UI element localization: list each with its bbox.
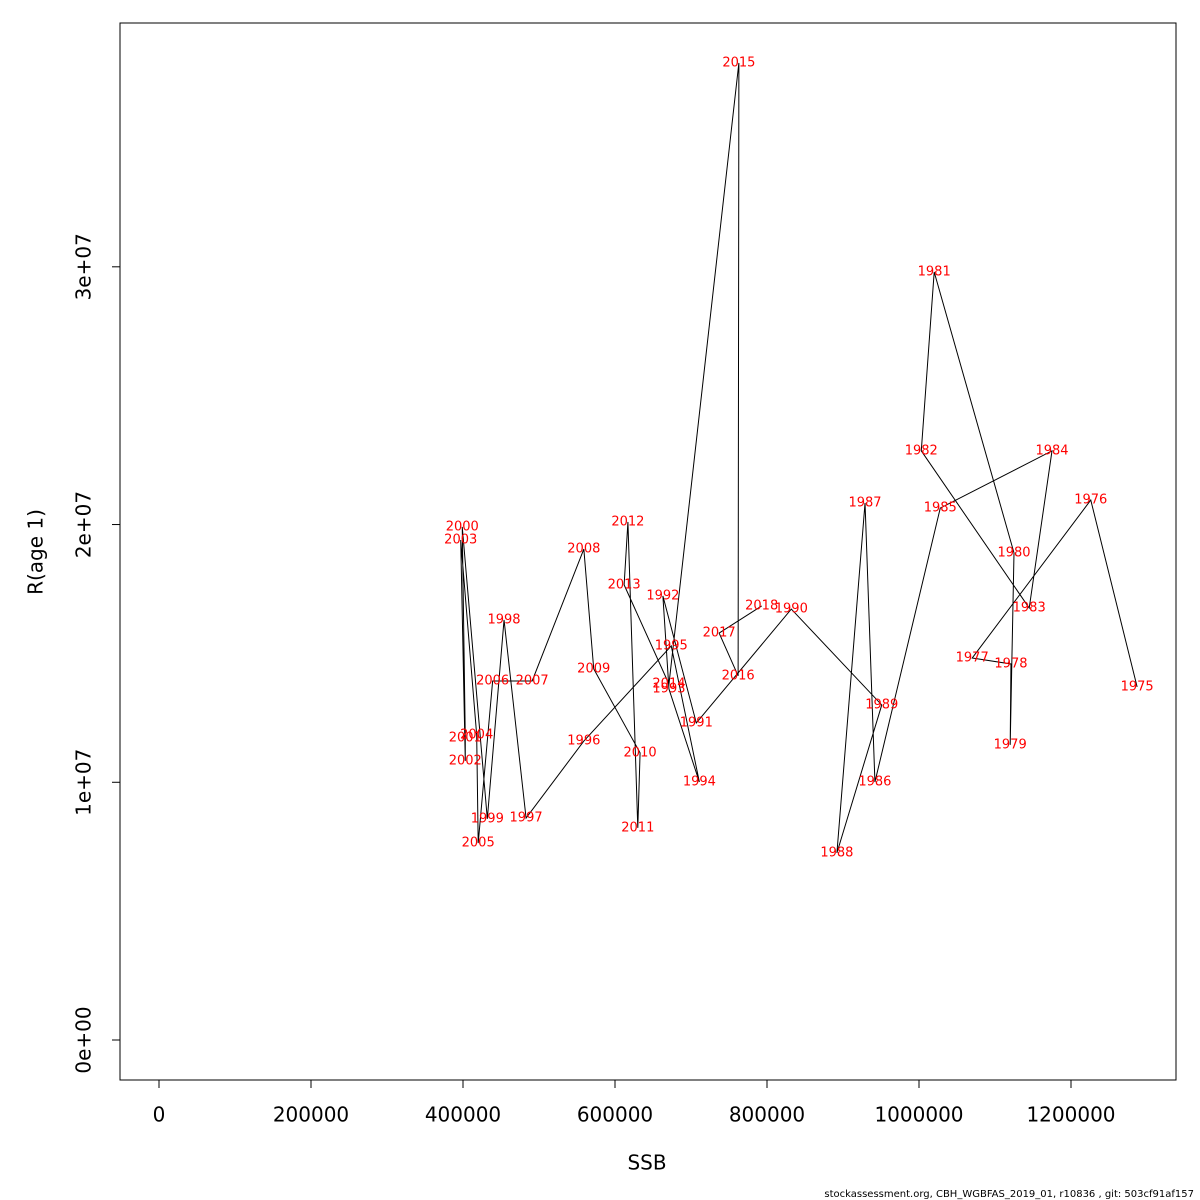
- point-label: 2015: [722, 55, 755, 70]
- point-label: 1978: [994, 656, 1027, 671]
- x-tick-label: 1000000: [874, 1103, 963, 1127]
- point-label: 2009: [577, 661, 610, 676]
- point-label: 1997: [510, 811, 543, 826]
- point-label: 2006: [476, 673, 509, 688]
- point-label: 1999: [471, 811, 504, 826]
- point-label: 2003: [444, 533, 477, 548]
- point-label: 2008: [567, 542, 600, 557]
- point-label: 1993: [652, 681, 685, 696]
- point-label: 2017: [703, 626, 736, 641]
- x-tick-label: 600000: [577, 1103, 653, 1127]
- y-tick-label: 3e+07: [72, 233, 96, 300]
- point-label: 1996: [567, 734, 600, 749]
- y-tick-label: 0e+00: [72, 1006, 96, 1073]
- x-tick-label: 1200000: [1026, 1103, 1115, 1127]
- point-label: 1998: [487, 612, 520, 627]
- point-label: 1991: [680, 715, 713, 730]
- point-label: 1995: [655, 638, 688, 653]
- y-tick-label: 1e+07: [72, 749, 96, 816]
- plot-frame: [119, 22, 1177, 1081]
- point-label: 1989: [865, 697, 898, 712]
- point-label: 2005: [462, 836, 495, 851]
- point-label: 1994: [683, 775, 716, 790]
- footer: stockassessment.org, CBH_WGBFAS_2019_01,…: [824, 1189, 1194, 1200]
- point-label: 1985: [924, 501, 957, 516]
- point-label: 2007: [516, 673, 549, 688]
- point-label: 1980: [997, 545, 1030, 560]
- x-tick-label: 200000: [273, 1103, 349, 1127]
- point-label: 1987: [848, 495, 881, 510]
- point-label: 1986: [858, 775, 891, 790]
- x-tick-label: 0: [153, 1103, 166, 1127]
- point-label: 2011: [621, 820, 654, 835]
- y-tick-label: 2e+07: [72, 491, 96, 558]
- point-label: 1984: [1035, 443, 1068, 458]
- point-label: 1979: [994, 737, 1027, 752]
- point-label: 2001: [449, 730, 482, 745]
- point-label: 1983: [1013, 601, 1046, 616]
- point-label: 2014: [652, 677, 685, 692]
- point-label: 2013: [608, 577, 641, 592]
- point-label: 1976: [1074, 493, 1107, 508]
- point-label: 1992: [646, 588, 679, 603]
- point-label: 2012: [611, 514, 644, 529]
- point-label: 2000: [446, 519, 479, 534]
- point-label: 1975: [1121, 679, 1154, 694]
- point-label: 2004: [460, 727, 493, 742]
- series-line: [460, 62, 1138, 854]
- point-label: 1988: [820, 845, 853, 860]
- point-label: 1981: [918, 264, 951, 279]
- point-label: 2002: [449, 753, 482, 768]
- point-label: 2010: [624, 745, 657, 760]
- point-label: 1982: [905, 443, 938, 458]
- x-tick-label: 400000: [425, 1103, 501, 1127]
- point-label: 1977: [956, 651, 989, 666]
- x-axis-label: SSB: [627, 1151, 666, 1175]
- point-label: 1990: [775, 602, 808, 617]
- y-axis-label: R(age 1): [24, 509, 48, 595]
- point-label: 2016: [722, 668, 755, 683]
- point-label: 2018: [745, 598, 778, 613]
- x-tick-label: 800000: [729, 1103, 805, 1127]
